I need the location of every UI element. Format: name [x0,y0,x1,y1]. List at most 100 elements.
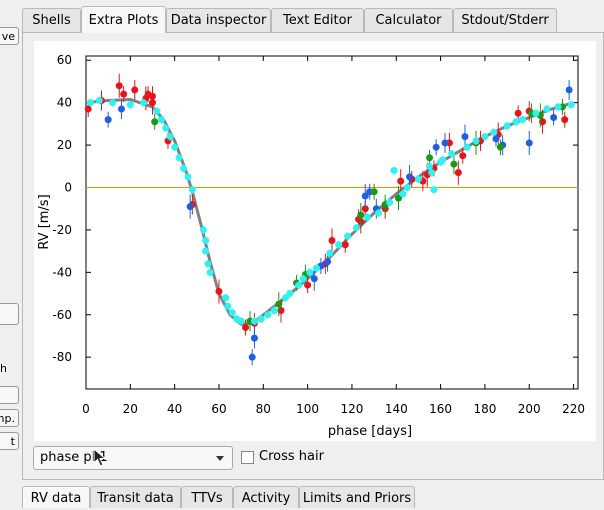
data-point-blue [310,275,318,283]
left-partial-button-t[interactable]: t [0,432,19,450]
x-tick-label: 80 [256,402,271,416]
data-point-cyan [299,275,307,283]
tab-shells[interactable]: Shells [22,8,81,32]
data-point-red [341,241,349,249]
crosshair-checkbox[interactable] [241,451,254,464]
left-partial-button-top[interactable]: ve [0,27,19,45]
data-point-cyan [344,232,352,240]
data-point-red [84,105,92,113]
data-point-cyan [224,302,232,310]
data-point-blue [324,258,332,266]
x-axis-label: phase [days] [328,424,412,439]
plot-frame [85,55,579,390]
data-point-blue [104,116,112,124]
data-point-cyan [430,186,438,194]
data-point-cyan [463,143,471,151]
x-tick-label: 20 [123,402,138,416]
data-point-cyan [180,164,188,172]
data-point-red [561,116,569,124]
data-point-cyan [286,290,294,298]
data-point-cyan [448,150,456,158]
data-point-cyan [204,260,212,268]
data-point-red [120,90,128,98]
tab-ttvs[interactable]: TTVs [181,486,233,508]
left-partial-button-mid[interactable] [0,303,19,325]
data-point-cyan [295,281,303,289]
left-partial-button-blank[interactable] [0,386,19,404]
tab-activity[interactable]: Activity [233,486,299,508]
data-point-blue [186,203,194,211]
data-point-green [496,143,504,151]
tab-rv-data[interactable]: RV data [22,486,90,508]
data-point-cyan [386,198,394,206]
x-tick-label: 0 [82,402,90,416]
tab-stdout-stderr[interactable]: Stdout/Stderr [453,8,557,32]
data-point-cyan [503,122,511,130]
data-point-red [397,177,405,185]
crosshair-label: Cross hair [259,449,324,464]
data-point-red [328,237,336,245]
data-point-red [215,287,223,295]
data-point-cyan [375,209,383,217]
data-point-cyan [352,224,360,232]
data-point-cyan [95,97,103,105]
data-point-cyan [532,109,540,117]
tab-text-editor[interactable]: Text Editor [271,8,364,32]
data-point-cyan [162,124,170,132]
left-control-strip: ve h mp. t [0,0,22,506]
chevron-down-icon [216,456,224,461]
data-point-cyan [428,169,436,177]
data-point-cyan [567,101,575,109]
data-point-cyan [109,99,117,107]
data-point-cyan [140,99,148,107]
tab-extra-plots[interactable]: Extra Plots [81,6,166,33]
x-tick-label: 160 [429,402,452,416]
data-point-cyan [306,268,314,276]
data-point-cyan [237,317,245,325]
tab-limits-and-priors[interactable]: Limits and Priors [299,486,415,508]
data-point-cyan [270,307,278,315]
data-point-cyan [126,101,134,109]
data-point-blue [248,353,256,361]
plot-background [34,41,596,441]
data-point-red [148,99,156,107]
x-tick-label: 100 [296,402,319,416]
data-point-red [242,323,250,331]
data-point-cyan [481,133,489,141]
data-point-cyan [199,226,207,234]
left-partial-button-mp[interactable]: mp. [0,409,19,427]
data-point-cyan [202,247,210,255]
plot-selector-combobox[interactable]: phase pl 1 [33,446,233,470]
y-tick-label: -40 [52,265,72,279]
data-point-blue [550,114,558,122]
data-point-green [370,188,378,196]
tab-data-inspector[interactable]: Data inspector [166,8,271,32]
y-tick-label: 40 [57,96,72,110]
y-tick-label: 20 [57,138,72,152]
data-point-cyan [399,190,407,198]
data-point-blue [441,139,449,147]
tab-calculator[interactable]: Calculator [364,8,453,32]
y-tick-label: -20 [52,223,72,237]
data-point-cyan [202,237,210,245]
left-partial-label: h [0,362,7,375]
tick-labels: 0 20 40 60 80 100 120 140 160 180 200 220-80-60-40-… [52,53,585,416]
y-tick-label: 60 [57,53,72,67]
data-point-green [394,194,402,202]
data-point-cyan [250,317,258,325]
y-axis-label: RV [m/s] [37,194,52,249]
data-point-cyan [490,128,498,136]
data-point-cyan [264,311,272,319]
x-tick-label: 200 [518,402,541,416]
data-point-blue [492,135,500,143]
tab-transit-data[interactable]: Transit data [90,486,181,508]
x-tick-label: 40 [167,402,182,416]
data-point-cyan [281,294,289,302]
data-point-red [131,86,139,94]
data-point-cyan [335,241,343,249]
data-point-cyan [228,309,236,317]
y-tick-label: 0 [64,181,72,195]
data-point-green [275,300,283,308]
plot-selector-value: phase pl 1 [40,450,108,465]
